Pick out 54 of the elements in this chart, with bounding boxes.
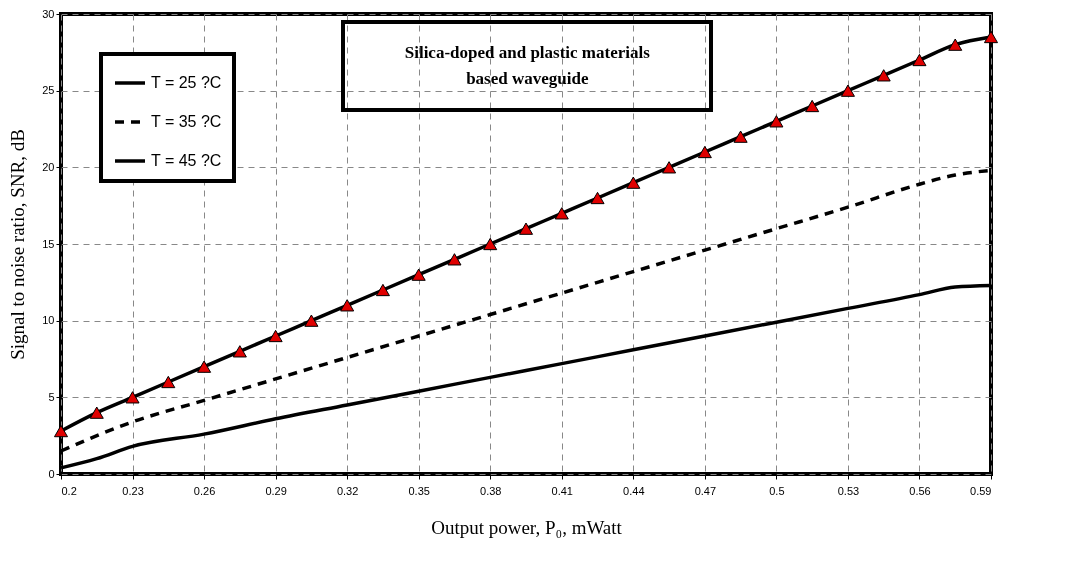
point [340,299,355,312]
point [53,424,69,438]
x-tick-label: 0.44 [623,484,645,497]
x-tick-label: 0.59 [970,484,992,497]
point [840,84,855,97]
point [411,268,426,281]
y-tick-label: 30 [42,7,55,20]
legend-label: T = 35 ?C [151,113,222,130]
point [232,345,247,358]
y-tick-label: 20 [42,160,55,173]
point [89,406,104,419]
point [697,145,712,159]
point [662,161,677,174]
x-tick-label: 0.35 [408,484,430,497]
point [626,176,641,189]
point [590,191,605,205]
x-tick-label: 0.26 [193,484,216,497]
x-tick-label: 0.56 [909,484,931,497]
point [268,329,283,343]
point [483,237,498,251]
x-tick-label: 0.32 [336,484,359,497]
point [805,99,820,113]
point [304,314,319,327]
y-axis-title: Signal to noise ratio, SNR, dB [7,129,29,360]
x-tick-label: 0.53 [837,484,860,497]
legend-label: T = 45 ?C [151,152,222,169]
point [876,69,891,82]
point [554,207,569,220]
y-tick-label: 25 [42,84,55,97]
y-tick-label: 15 [42,237,55,250]
x-tick-label: 0.23 [122,484,144,497]
point [983,30,999,44]
y-tick-label: 5 [48,390,55,403]
point [912,53,927,67]
point [769,115,784,128]
point [518,222,534,235]
x-tick-label: 0.2 [61,484,77,497]
x-axis-title: Output power, P₀, mWatt [431,516,623,538]
legend-label: T = 25 ?C [151,74,222,91]
point [948,38,963,51]
x-tick-label: 0.38 [480,484,502,497]
point [197,360,212,373]
point [375,283,390,297]
x-tick-label: 0.5 [769,484,785,497]
point [125,391,140,404]
x-tick-label: 0.47 [694,484,717,497]
y-tick-label: 10 [42,314,55,327]
y-tick-label: 0 [48,467,55,480]
point [161,375,176,389]
x-tick-label: 0.29 [265,484,287,497]
point [447,253,462,266]
x-tick-label: 0.41 [551,484,573,497]
point [733,130,748,143]
annotation: Silica-doped and plastic materials based waveguide [404,41,650,90]
